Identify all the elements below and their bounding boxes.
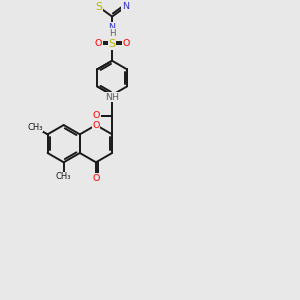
Text: S: S (95, 2, 102, 12)
Text: S: S (109, 39, 116, 49)
Text: O: O (122, 40, 130, 49)
Text: N: N (109, 23, 116, 32)
Text: O: O (93, 111, 100, 120)
Text: O: O (94, 40, 102, 49)
Text: CH₃: CH₃ (56, 172, 71, 181)
Text: NH: NH (105, 93, 119, 102)
Text: O: O (92, 121, 100, 130)
Text: CH₃: CH₃ (27, 123, 43, 132)
Text: N: N (122, 2, 129, 11)
Text: H: H (109, 28, 116, 38)
Text: O: O (92, 174, 100, 183)
